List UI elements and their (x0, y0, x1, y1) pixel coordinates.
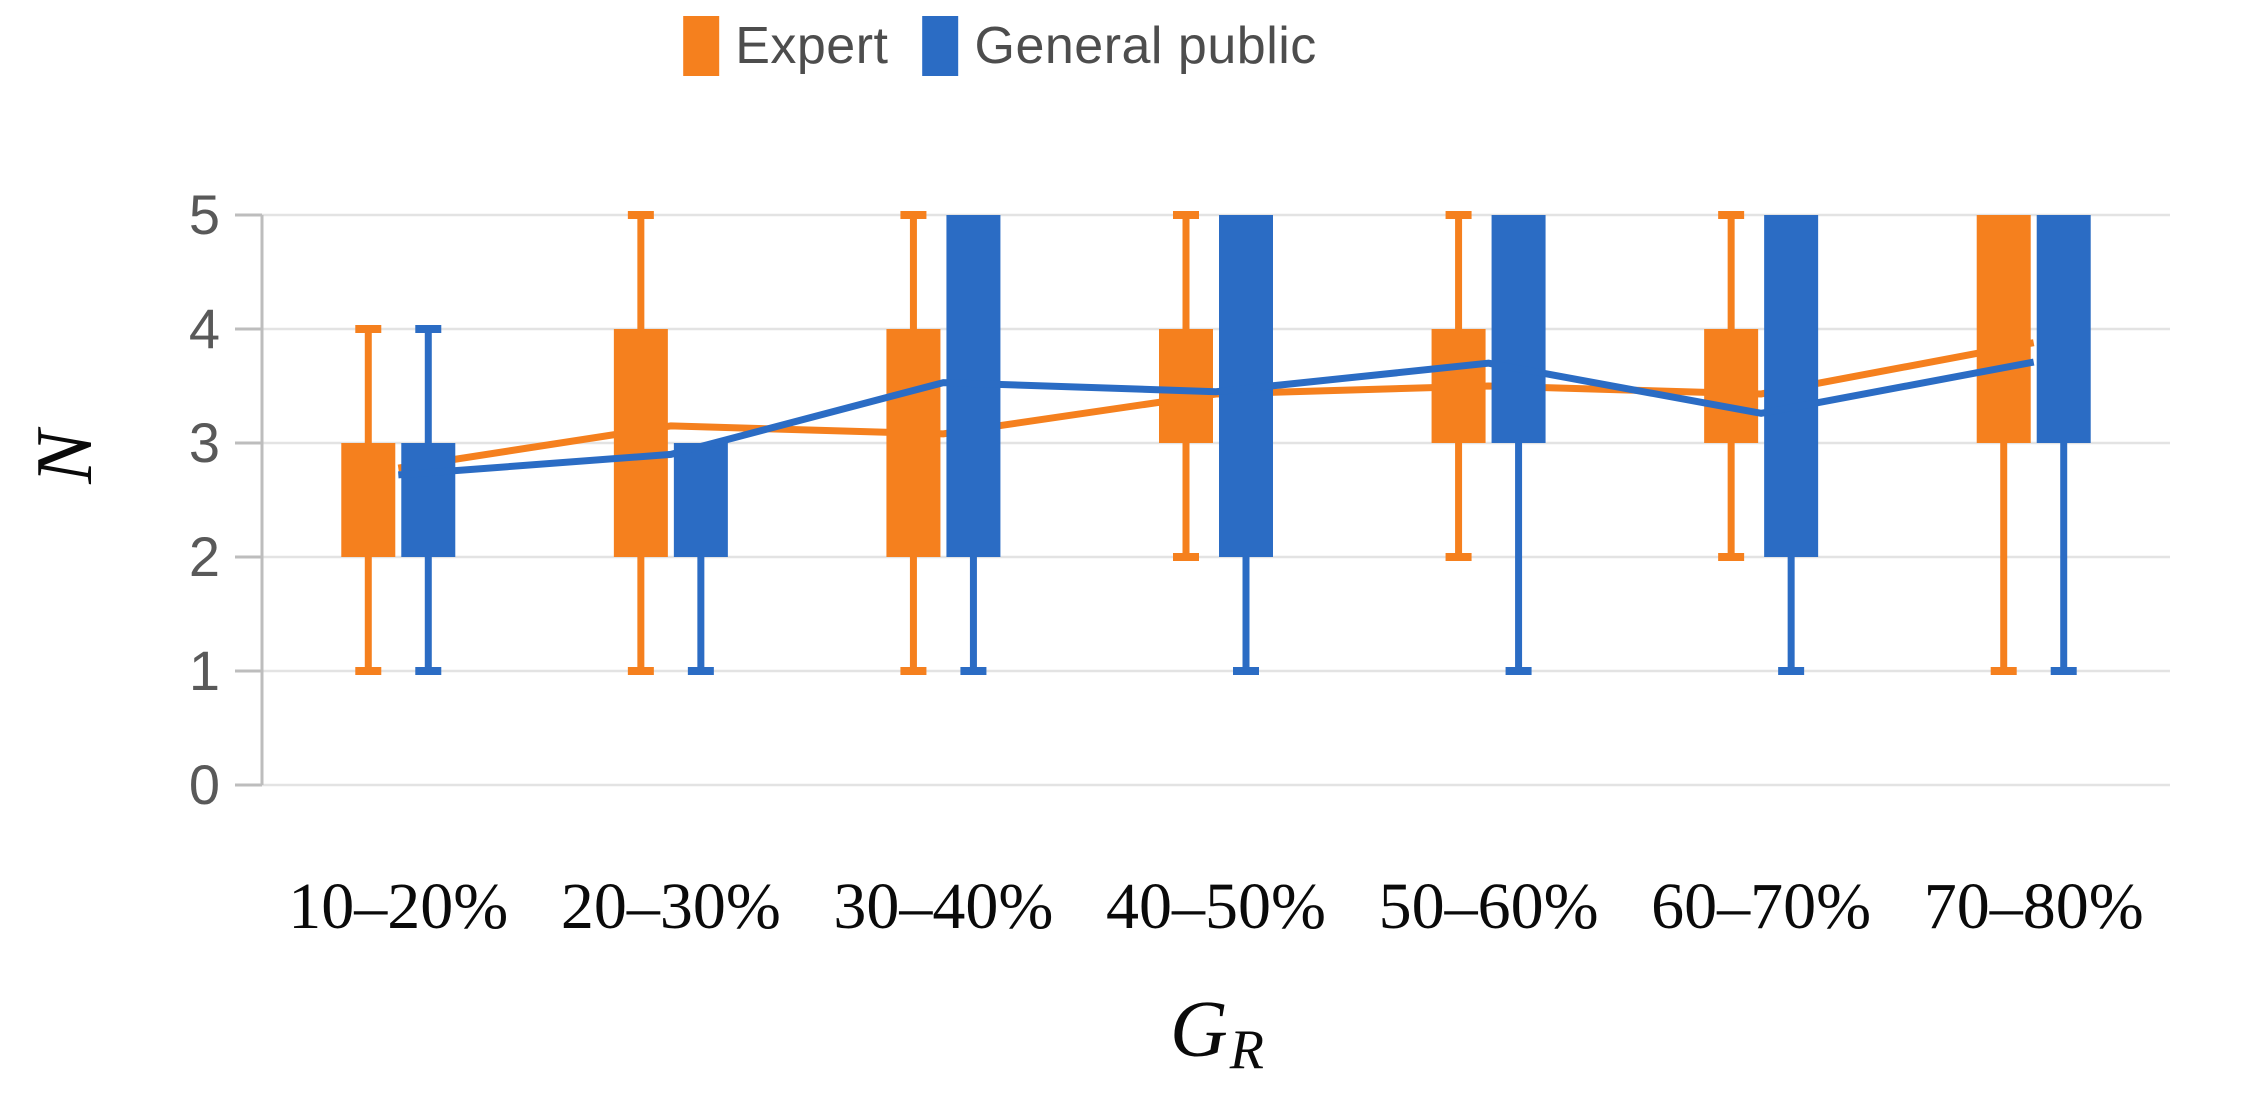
x-category-label-60–70%: 60–70% (1651, 870, 1871, 943)
legend-item-general-public: General public (922, 16, 1316, 76)
x-category-label-20–30%: 20–30% (561, 870, 781, 943)
box-Expert-30–40% (886, 329, 941, 557)
box-General public-50–60% (1491, 215, 1546, 443)
box-General public-20–30% (673, 443, 728, 557)
y-tick-label-0: 0 (189, 753, 220, 816)
box-Expert-10–20% (341, 443, 396, 557)
expert-color-swatch (683, 16, 720, 76)
box-General public-10–20% (401, 443, 456, 557)
y-axis-title: N (20, 430, 109, 484)
box-Expert-40–50% (1159, 329, 1213, 443)
x-category-label-70–80%: 70–80% (1924, 870, 2144, 943)
general-public-color-swatch (922, 16, 959, 76)
box-General public-70–80% (2036, 215, 2091, 443)
x-axis-title-main: G (1170, 986, 1228, 1074)
y-tick-label-5: 5 (189, 183, 220, 246)
general-public-legend-label: General public (974, 17, 1317, 75)
box-Expert-20–30% (613, 329, 668, 557)
x-axis-title-subscript: R (1229, 1019, 1264, 1081)
box-Expert-70–80% (1976, 215, 2031, 443)
x-category-label-50–60%: 50–60% (1379, 870, 1599, 943)
legend: Expert General public (683, 16, 1317, 76)
box-General public-60–70% (1764, 215, 1819, 557)
box-Expert-60–70% (1704, 329, 1759, 443)
mean-line-General public (398, 358, 2035, 479)
x-category-label-10–20%: 10–20% (288, 870, 508, 943)
x-axis-title: GR (1170, 990, 1264, 1078)
legend-item-expert: Expert (683, 16, 888, 76)
y-tick-label-4: 4 (189, 297, 220, 360)
y-tick-label-3: 3 (189, 411, 220, 474)
expert-legend-label: Expert (735, 17, 889, 75)
y-tick-label-1: 1 (189, 639, 220, 702)
x-category-label-40–50%: 40–50% (1106, 870, 1326, 943)
x-category-label-30–40%: 30–40% (833, 870, 1053, 943)
y-tick-label-2: 2 (189, 525, 220, 588)
